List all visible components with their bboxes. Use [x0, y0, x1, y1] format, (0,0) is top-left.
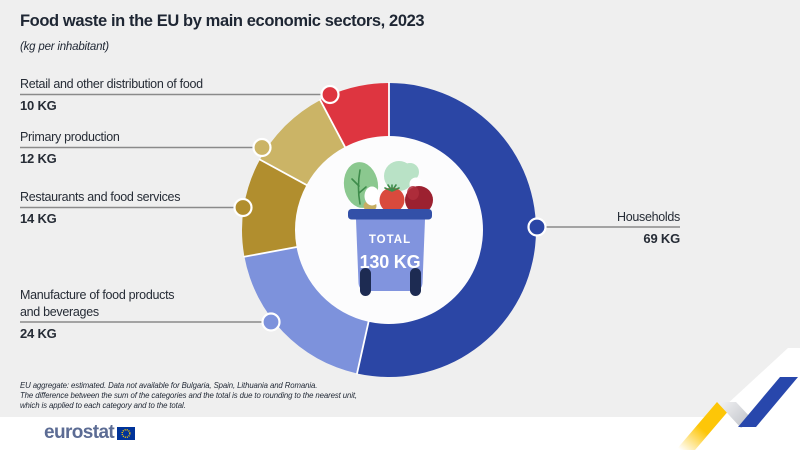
eurostat-logo: eurostat — [44, 421, 136, 445]
lettuce-veins — [351, 178, 367, 194]
callout-label-retail: Retail and other distribution of food — [20, 77, 203, 91]
total-label: TOTAL — [369, 234, 411, 246]
segment-separator-3 — [258, 158, 308, 187]
segment-separator-2 — [243, 246, 298, 258]
bin-wheel-left — [360, 268, 371, 296]
donut-segment-3 — [259, 100, 346, 185]
callout-value-primary-production: 12 KG — [20, 151, 57, 166]
tomato-icon — [379, 187, 405, 213]
callout-label-manufacture: Manufacture of food products and beverag… — [20, 288, 175, 319]
bin-body — [356, 219, 425, 291]
ribbon-yellow — [676, 402, 736, 450]
ribbon-motif-icon — [676, 348, 800, 450]
leader-dot-3 — [252, 137, 272, 158]
total-value: 130 KG — [360, 252, 421, 272]
waste-bin-illustration: TOTAL 130 KG — [343, 161, 433, 296]
callout-value-retail: 10 KG — [20, 98, 57, 113]
eu-flag-icon — [117, 426, 136, 440]
donut-segment-1 — [244, 247, 369, 374]
footnote-line-1: EU aggregate: estimated. Data not availa… — [20, 381, 318, 390]
eurostat-logo-text: eurostat — [44, 422, 115, 443]
leader-dot-2 — [233, 197, 253, 218]
page-title: Food waste in the EU by main economic se… — [20, 12, 425, 30]
callout-value-restaurants: 14 KG — [20, 211, 57, 226]
tomato-sepals — [384, 184, 400, 192]
cabbage-bump — [401, 163, 419, 181]
egg-icon — [364, 186, 380, 206]
donut-segment-2 — [242, 159, 307, 257]
donut-layer — [20, 82, 680, 378]
ribbon-blue — [738, 377, 798, 427]
leader-dot-1 — [261, 312, 281, 332]
leader-dot-0 — [527, 217, 547, 237]
callout-label-households: Households — [616, 210, 680, 224]
segment-separator-4 — [318, 98, 347, 149]
page-subtitle: (kg per inhabitant) — [20, 41, 109, 53]
footnotes: EU aggregate: estimated. Data not availa… — [20, 381, 357, 410]
footnote-line-2: The difference between the sum of the ca… — [20, 390, 357, 400]
callout-value-households: 69 KG — [643, 231, 680, 246]
bin-wheel-right — [410, 268, 421, 296]
callout-value-manufacture: 24 KG — [20, 326, 57, 341]
callout-label-primary-production: Primary production — [20, 130, 120, 144]
leader-dot-4 — [320, 84, 340, 105]
segment-separator-1 — [355, 320, 370, 375]
lettuce-stem — [357, 169, 361, 205]
footnote-line-3: which is applied to each category and to… — [20, 400, 186, 410]
apple-highlight — [407, 186, 419, 200]
food-icons — [343, 161, 433, 214]
callout-label-restaurants: Restaurants and food services — [20, 190, 181, 204]
bin-lid — [348, 209, 432, 220]
donut-segment-0 — [357, 83, 537, 378]
